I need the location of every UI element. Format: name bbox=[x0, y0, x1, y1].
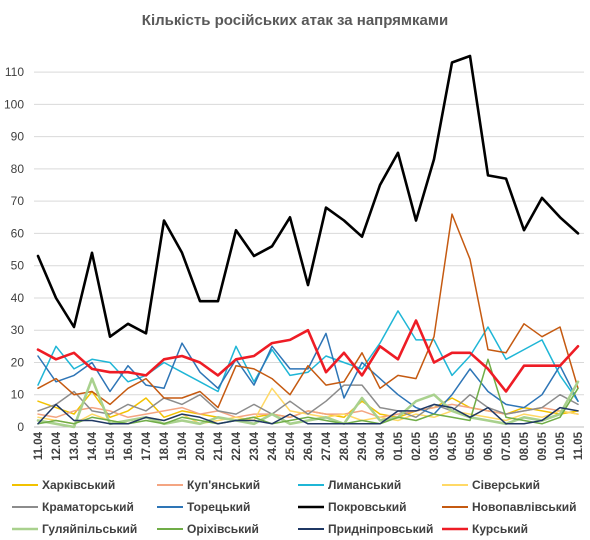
chart-title: Кількість російських атак за напрямками bbox=[142, 12, 448, 29]
legend: Харківський Куп'янський Лиманський Сіверськ… bbox=[12, 478, 577, 536]
y-tick-label: 0 bbox=[17, 420, 24, 434]
series-lines bbox=[36, 54, 580, 429]
x-tick-label: 27.04 bbox=[321, 431, 333, 460]
y-tick-label: 100 bbox=[4, 97, 24, 111]
y-tick-label: 10 bbox=[11, 388, 25, 402]
y-tick-label: 90 bbox=[11, 130, 25, 144]
legend-label: Придніпровський bbox=[328, 522, 433, 536]
x-tick-label: 01.05 bbox=[393, 431, 405, 460]
x-tick-label: 13.04 bbox=[69, 431, 81, 460]
x-tick-label: 03.05 bbox=[429, 431, 441, 460]
x-tick-label: 02.05 bbox=[411, 431, 423, 460]
y-tick-label: 30 bbox=[11, 323, 25, 337]
x-tick-label: 07.05 bbox=[501, 431, 513, 460]
x-tick-label: 06.05 bbox=[483, 431, 495, 460]
legend-label: Покровський bbox=[328, 500, 407, 514]
x-tick-label: 05.05 bbox=[465, 431, 477, 460]
x-tick-label: 11.05 bbox=[573, 431, 585, 460]
legend-label: Лиманський bbox=[328, 478, 401, 492]
y-tick-label: 80 bbox=[11, 162, 25, 176]
x-tick-label: 21.04 bbox=[213, 431, 225, 460]
y-axis-ticks: 0 10 20 30 40 50 60 70 80 90 100 110 bbox=[4, 65, 24, 434]
x-tick-label: 26.04 bbox=[303, 431, 315, 460]
x-tick-label: 08.05 bbox=[519, 431, 531, 460]
x-axis-ticks: 11.04 12.04 13.04 14.04 15.04 16.04 17.04 18.04… bbox=[33, 431, 585, 460]
x-tick-label: 29.04 bbox=[357, 431, 369, 460]
y-tick-label: 110 bbox=[5, 65, 24, 79]
x-tick-label: 18.04 bbox=[159, 431, 171, 460]
y-tick-label: 40 bbox=[11, 291, 25, 305]
x-tick-label: 12.04 bbox=[51, 431, 63, 460]
x-tick-label: 15.04 bbox=[105, 431, 117, 460]
legend-label: Торецький bbox=[187, 500, 250, 514]
legend-label: Краматорський bbox=[42, 500, 134, 514]
series-line-10 bbox=[37, 403, 579, 425]
legend-label: Харківський bbox=[42, 478, 115, 492]
series-line-1 bbox=[37, 403, 579, 419]
x-tick-label: 22.04 bbox=[231, 431, 243, 460]
y-tick-label: 60 bbox=[11, 226, 25, 240]
legend-label: Новопавлівський bbox=[472, 500, 577, 514]
x-tick-label: 09.05 bbox=[537, 431, 549, 460]
y-tick-label: 50 bbox=[11, 259, 25, 273]
x-tick-label: 24.04 bbox=[267, 431, 279, 460]
series-line-8 bbox=[36, 377, 580, 429]
x-tick-label: 04.05 bbox=[447, 431, 459, 460]
x-tick-label: 14.04 bbox=[87, 431, 99, 460]
x-tick-label: 19.04 bbox=[177, 431, 189, 460]
series-line-11 bbox=[36, 319, 580, 393]
y-tick-label: 20 bbox=[11, 355, 25, 369]
x-tick-label: 16.04 bbox=[123, 431, 135, 460]
series-line-2 bbox=[37, 310, 579, 402]
series-line-5 bbox=[37, 332, 579, 415]
x-tick-label: 28.04 bbox=[339, 431, 351, 460]
series-line-7 bbox=[37, 213, 579, 409]
x-tick-label: 17.04 bbox=[141, 431, 153, 460]
x-tick-label: 20.04 bbox=[195, 431, 207, 460]
legend-label: Гуляйпільський bbox=[42, 522, 137, 536]
y-tick-label: 70 bbox=[11, 194, 25, 208]
x-tick-label: 11.04 bbox=[33, 431, 45, 460]
series-line-6 bbox=[36, 54, 580, 339]
legend-label: Курський bbox=[472, 522, 528, 536]
x-tick-label: 25.04 bbox=[285, 431, 297, 460]
legend-label: Куп'янський bbox=[187, 478, 260, 492]
legend-label: Сіверський bbox=[472, 478, 540, 492]
x-tick-label: 23.04 bbox=[249, 431, 261, 460]
x-tick-label: 30.04 bbox=[375, 431, 387, 460]
legend-label: Оріхівський bbox=[187, 522, 259, 536]
x-tick-label: 10.05 bbox=[555, 431, 567, 460]
